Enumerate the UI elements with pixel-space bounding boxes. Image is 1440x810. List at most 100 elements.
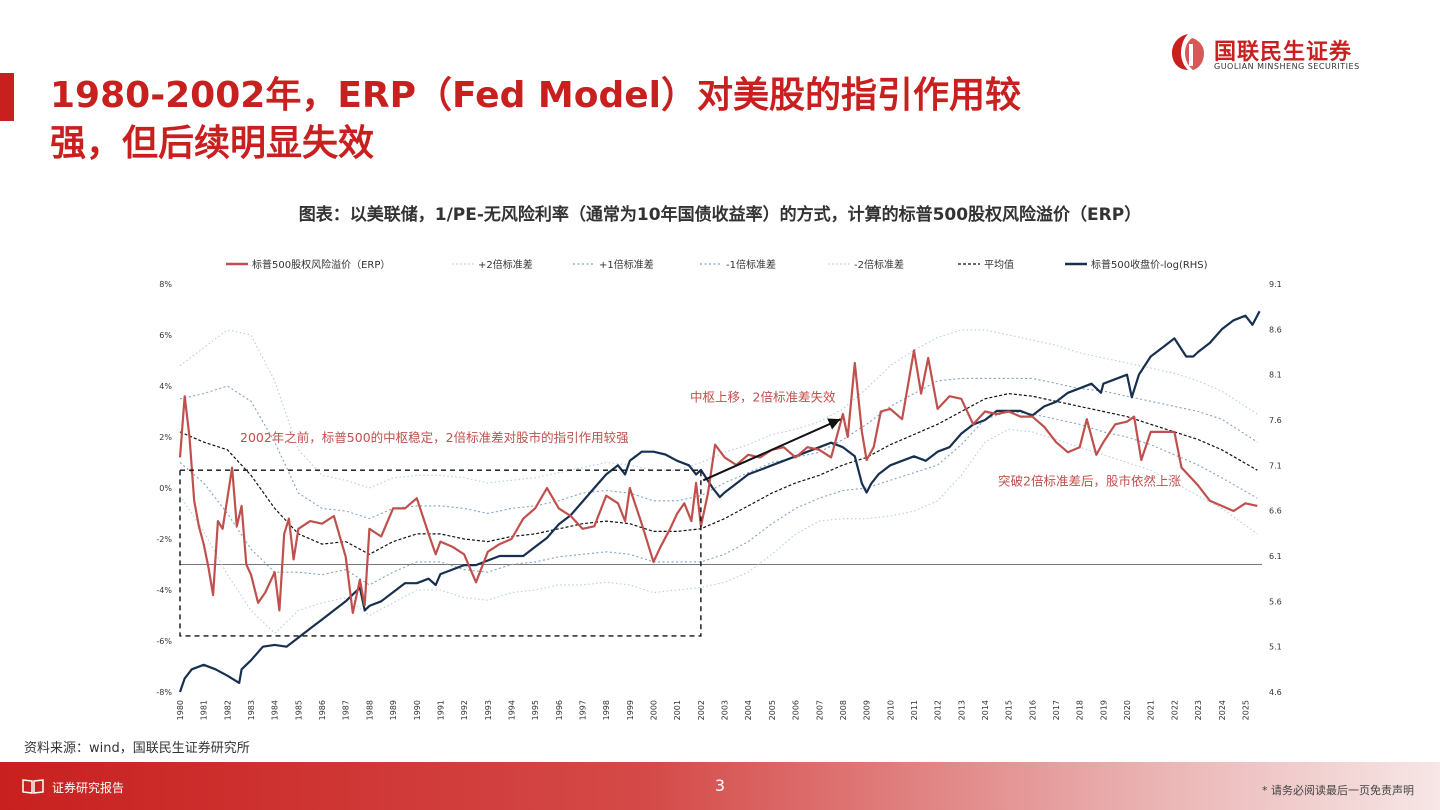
y-left-tick-label: -4%	[156, 586, 172, 595]
x-tick-label: 1985	[294, 700, 303, 720]
x-tick-label: 1994	[507, 700, 516, 720]
x-tick-label: 2025	[1241, 700, 1250, 720]
x-tick-label: 1980	[176, 700, 185, 720]
y-right-tick-label: 9.1	[1269, 280, 1282, 289]
chart-legend: 标普500股权风险溢价（ERP） +2倍标准差 +1倍标准差 -1倍标准差 -2倍标准差…	[226, 258, 1208, 271]
chart-axes: 8% 6% 4% 2% 0% -2% -4% -6% -8% 9.1 8.6 8.1 7.6 7.1 6.6…	[156, 280, 1281, 720]
x-tick-label: 2022	[1170, 700, 1179, 720]
footer-bar: 证券研究报告 3 * 请务必阅读最后一页免责声明	[0, 762, 1440, 810]
legend-label: 平均值	[984, 258, 1014, 271]
x-tick-label: 2000	[650, 700, 659, 720]
x-tick-label: 2007	[815, 700, 824, 720]
page-number: 3	[714, 776, 726, 795]
company-logo: 国联民生证券 GUOLIAN MINSHENG SECURITIES	[1170, 32, 1400, 74]
annotation-shift: 中枢上移，2倍标准差失效	[690, 389, 836, 404]
x-tick-label: 2023	[1194, 700, 1203, 720]
y-right-tick-label: 8.1	[1269, 371, 1282, 380]
logo-emblem-icon	[1172, 34, 1204, 70]
x-tick-label: 2015	[1005, 700, 1014, 720]
mean-line	[179, 392, 1258, 555]
erp-chart: 标普500股权风险溢价（ERP） +2倍标准差 +1倍标准差 -1倍标准差 -2倍标准差…	[156, 258, 1281, 720]
minus1sd-line	[179, 410, 1258, 586]
open-book-icon	[22, 779, 44, 794]
footer-report-label: 证券研究报告	[52, 781, 125, 795]
x-tick-label: 2019	[1099, 700, 1108, 720]
x-tick-label: 1990	[413, 700, 422, 720]
logo-text-en: GUOLIAN MINSHENG SECURITIES	[1214, 62, 1360, 71]
chart-annotations: 2002年之前，标普500的中枢稳定，2倍标准差对股市的指引作用较强 中枢上移，2…	[179, 389, 1181, 637]
page-title-line1: 1980-2002年，ERP（Fed Model）对美股的指引作用较	[50, 75, 1021, 116]
x-tick-label: 2010	[886, 700, 895, 720]
x-tick-label: 2016	[1028, 700, 1037, 720]
legend-label: +1倍标准差	[599, 258, 654, 271]
x-tick-label: 1989	[389, 700, 398, 720]
x-tick-label: 2009	[863, 700, 872, 720]
y-right-tick-label: 5.1	[1269, 643, 1282, 652]
x-tick-label: 1986	[318, 700, 327, 720]
y-left-tick-label: 6%	[159, 331, 172, 340]
legend-label: -1倍标准差	[726, 258, 776, 271]
x-tick-label: 1991	[436, 700, 445, 720]
chart-caption: 图表：以美联储，1/PE-无风险利率（通常为10年国债收益率）的方式，计算的标普…	[298, 205, 1142, 225]
x-tick-label: 1984	[271, 700, 280, 720]
x-tick-label: 1981	[200, 700, 209, 720]
x-tick-label: 1996	[555, 700, 564, 720]
legend-label: 标普500收盘价-log(RHS)	[1091, 258, 1208, 271]
y-left-tick-label: 0%	[159, 484, 172, 493]
chart-series	[178, 310, 1261, 693]
x-tick-label: 2004	[744, 700, 753, 720]
x-tick-label: 2018	[1076, 700, 1085, 720]
x-tick-label: 1997	[578, 700, 587, 720]
annotation-breakout: 突破2倍标准差后，股市依然上涨	[998, 473, 1181, 488]
x-tick-label: 2021	[1147, 700, 1156, 720]
y-right-tick-label: 8.6	[1269, 325, 1282, 334]
pre2002-box	[179, 469, 702, 637]
x-tick-label: 1982	[223, 700, 232, 720]
x-tick-label: 2013	[957, 700, 966, 720]
x-tick-label: 2005	[768, 700, 777, 720]
data-source: 资料来源：wind，国联民生证券研究所	[24, 741, 250, 756]
x-tick-label: 1983	[247, 700, 256, 720]
y-left-tick-label: 4%	[159, 382, 172, 391]
x-tick-label: 2002	[697, 700, 706, 720]
legend-label: +2倍标准差	[478, 258, 533, 271]
disclaimer-link[interactable]: * 请务必阅读最后一页免责声明	[1262, 784, 1414, 797]
x-tick-label: 2006	[792, 700, 801, 720]
x-tick-label: 1987	[342, 700, 351, 720]
page-title: 1980-2002年，ERP（Fed Model）对美股的指引作用较 强，但后续…	[50, 72, 1150, 168]
legend-label: 标普500股权风险溢价（ERP）	[252, 258, 390, 271]
x-tick-label: 2012	[934, 700, 943, 720]
x-tick-label: 1995	[531, 700, 540, 720]
shift-arrow	[702, 418, 841, 482]
x-tick-label: 2017	[1052, 700, 1061, 720]
page-title-line2: 强，但后续明显失效	[50, 123, 375, 164]
spx-log-line	[178, 310, 1261, 693]
y-left-tick-label: 8%	[159, 280, 172, 289]
x-tick-label: 2011	[910, 700, 919, 720]
x-tick-label: 2008	[839, 700, 848, 720]
x-tick-label: 1998	[602, 700, 611, 720]
erp-line	[178, 349, 1258, 614]
y-right-tick-label: 6.1	[1269, 552, 1282, 561]
logo-text-cn: 国联民生证券	[1214, 40, 1353, 65]
x-tick-label: 1992	[460, 700, 469, 720]
x-tick-label: 2024	[1218, 700, 1227, 720]
legend-label: -2倍标准差	[854, 258, 904, 271]
annotation-pre2002: 2002年之前，标普500的中枢稳定，2倍标准差对股市的指引作用较强	[240, 430, 629, 445]
y-right-tick-label: 6.6	[1269, 507, 1282, 516]
x-tick-label: 1988	[365, 700, 374, 720]
plus2sd-line	[179, 329, 1258, 489]
title-accent-bar	[0, 73, 14, 121]
y-right-tick-label: 7.1	[1269, 461, 1282, 470]
x-tick-label: 1993	[484, 700, 493, 720]
x-tick-label: 2001	[673, 700, 682, 720]
y-left-tick-label: -8%	[156, 688, 172, 697]
x-tick-label: 2020	[1123, 700, 1132, 720]
y-right-tick-label: 4.6	[1269, 688, 1282, 697]
y-right-tick-label: 5.6	[1269, 597, 1282, 606]
minus2sd-line	[179, 428, 1258, 635]
x-tick-label: 2014	[981, 700, 990, 720]
y-left-tick-label: -6%	[156, 637, 172, 646]
y-right-tick-label: 7.6	[1269, 416, 1282, 425]
y-left-tick-label: -2%	[156, 535, 172, 544]
